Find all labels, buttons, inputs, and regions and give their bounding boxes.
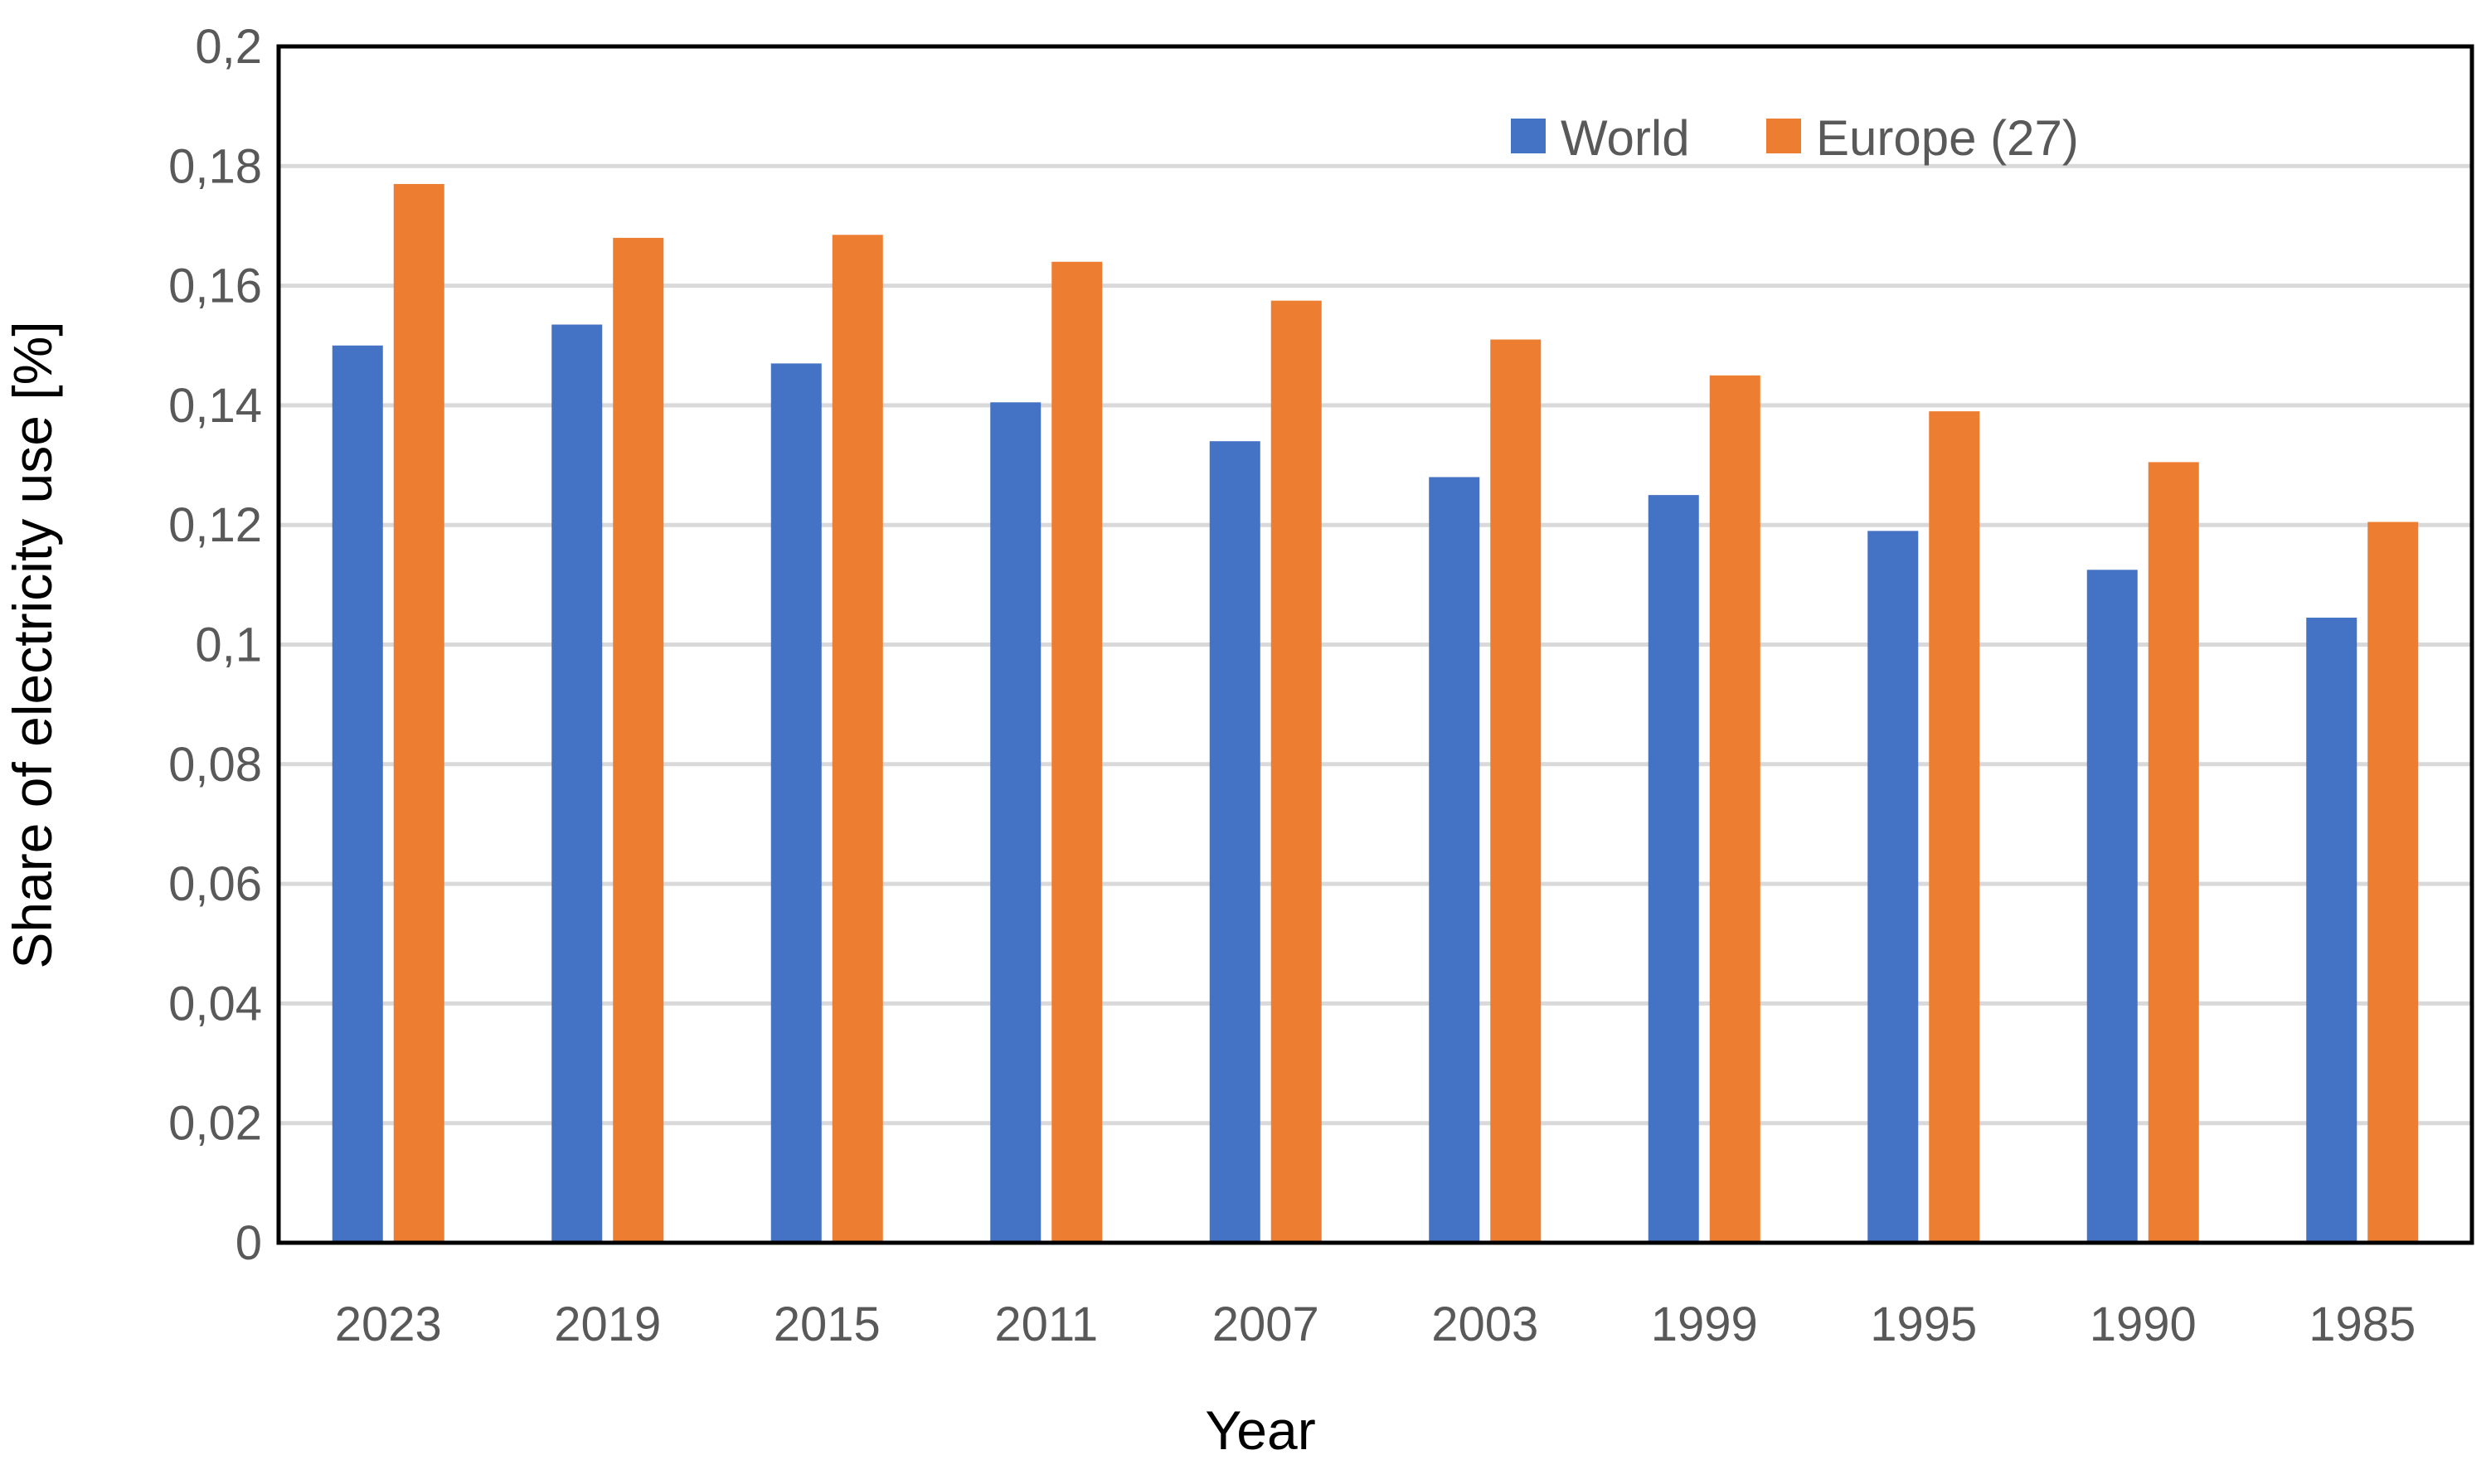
y-tick-label: 0,14 (168, 379, 262, 433)
legend-swatch-world (1511, 119, 1546, 153)
legend-label-europe: Europe (27) (1816, 110, 2079, 166)
legend-label-world: World (1561, 110, 1690, 166)
y-axis-ticks: 0 0,02 0,04 0,06 0,08 0,1 0,12 0,14 0,16 0,18 0,2 (168, 20, 262, 1270)
bar-world-2007 (1209, 441, 1260, 1243)
y-tick-label: 0 (236, 1216, 262, 1270)
x-tick-label: 2015 (774, 1297, 881, 1351)
bar-europe-2007 (1270, 300, 1322, 1244)
bar-europe-2011 (1051, 261, 1103, 1243)
x-tick-label: 2011 (994, 1297, 1098, 1351)
x-tick-label: 2019 (554, 1297, 661, 1351)
x-tick-label: 1995 (1870, 1297, 1977, 1351)
bar-world-2023 (332, 345, 383, 1243)
x-tick-label: 2007 (1212, 1297, 1319, 1351)
bar-world-1985 (2306, 618, 2357, 1243)
bar-europe-1999 (1709, 375, 1760, 1244)
plot-frame (276, 44, 2474, 1245)
x-axis-title: Year (1205, 1399, 1315, 1461)
bar-europe-2003 (1490, 339, 1542, 1243)
y-tick-label: 0,16 (168, 259, 262, 313)
bar-europe-1995 (1929, 411, 1980, 1243)
x-tick-label: 1985 (2309, 1297, 2416, 1351)
bar-world-2003 (1429, 477, 1480, 1243)
x-tick-label: 1990 (2090, 1297, 2197, 1351)
x-axis-ticks: 2023 2019 2015 2011 2007 2003 1999 1995 1990 1985 (335, 1297, 2416, 1351)
y-tick-label: 0,02 (168, 1097, 262, 1151)
y-tick-label: 0,08 (168, 738, 262, 792)
bar-europe-1990 (2148, 462, 2199, 1243)
legend-swatch-europe (1766, 119, 1801, 153)
x-tick-label: 2023 (335, 1297, 442, 1351)
bar-world-1995 (1867, 531, 1919, 1243)
bar-europe-2023 (393, 183, 444, 1243)
bar-europe-2015 (832, 235, 883, 1244)
bar-world-2015 (770, 363, 822, 1243)
y-tick-label: 0,12 (168, 498, 262, 552)
y-tick-label: 0,06 (168, 857, 262, 911)
bar-world-2011 (990, 402, 1042, 1244)
bar-europe-2019 (613, 237, 664, 1243)
x-tick-label: 1999 (1651, 1297, 1758, 1351)
x-tick-label: 2003 (1431, 1297, 1538, 1351)
y-tick-label: 0,18 (168, 139, 262, 193)
bar-world-2019 (551, 324, 603, 1243)
y-tick-label: 0,2 (195, 20, 262, 74)
bar-world-1999 (1648, 495, 1699, 1243)
bar-world-1990 (2086, 570, 2138, 1243)
legend: World Europe (27) (1511, 110, 2079, 166)
bars (332, 183, 2419, 1244)
bar-europe-1985 (2367, 521, 2419, 1243)
y-tick-label: 0,04 (168, 977, 262, 1031)
gridlines (279, 163, 2472, 1126)
y-tick-label: 0,1 (195, 618, 262, 672)
y-axis-title: Share of electricity use [%] (2, 321, 63, 968)
